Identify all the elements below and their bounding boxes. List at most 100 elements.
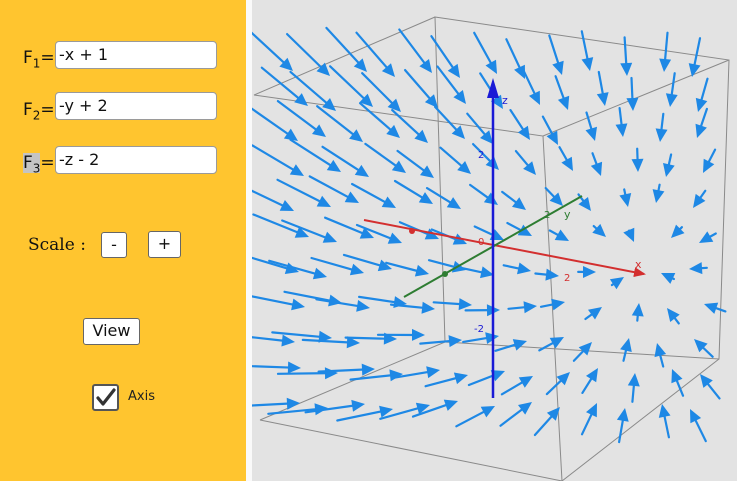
vector-arrow-head — [663, 163, 675, 177]
vector-arrow-head — [517, 224, 532, 236]
vector-arrow-shaft — [358, 102, 396, 134]
vector-arrow-shaft — [325, 26, 363, 68]
vector-arrow-head — [654, 343, 667, 358]
f1-input[interactable]: -x + 1 — [55, 41, 217, 69]
vector-arrow-head — [415, 402, 430, 415]
vector-arrow-shaft — [267, 407, 322, 415]
z-axis-label: z — [502, 94, 508, 107]
vector-arrow-head — [318, 330, 332, 343]
vector-arrow-head — [451, 125, 465, 139]
axis-label: Axis — [128, 389, 155, 404]
vector-arrow-head — [312, 267, 327, 280]
vector-arrow-head — [379, 405, 393, 418]
vector-arrow-shaft — [466, 112, 489, 139]
vector-arrow-head — [490, 370, 505, 382]
vector-arrow-shaft — [349, 373, 397, 381]
vector-arrow-head — [283, 128, 298, 141]
vector-arrow-shaft — [252, 295, 299, 307]
vector-arrow-head — [490, 94, 503, 109]
vector-arrow-shaft — [355, 223, 396, 242]
vector-arrow-head — [512, 339, 527, 351]
vector-arrow-head — [556, 372, 570, 386]
f3-input[interactable]: -z - 2 — [55, 146, 217, 174]
vector-arrow-head — [523, 161, 536, 175]
vector-arrow-head — [480, 406, 495, 418]
vector-arrow-head — [626, 97, 639, 111]
vector-arrow-shaft — [692, 37, 702, 71]
scale-plus-button[interactable]: + — [148, 231, 181, 258]
vector-arrow-shaft — [427, 259, 460, 269]
vector-arrow-shaft — [424, 375, 462, 388]
f2-label: F2= — [23, 100, 55, 123]
view-button[interactable]: View — [83, 318, 140, 345]
vector-arrow-head — [480, 130, 493, 144]
vector-arrow-shaft — [419, 339, 456, 345]
vector-arrow-shaft — [385, 261, 423, 274]
vector-arrow-head — [703, 158, 715, 173]
f2-input[interactable]: -y + 2 — [55, 92, 217, 120]
box-front-face — [253, 94, 563, 481]
vector-arrow-head — [592, 223, 606, 237]
vector-arrow-head — [518, 402, 532, 415]
origin-label: 0 — [478, 237, 484, 248]
vector-arrow-head — [418, 192, 433, 204]
vector-arrow-head — [552, 60, 564, 75]
vector-arrow-shaft — [663, 31, 669, 66]
vector-arrow-head — [631, 158, 644, 172]
vector-arrow-head — [387, 98, 401, 112]
vector-field-plot: x y z 0 2 2 2 -2 — [252, 16, 730, 481]
x-tick-label: 2 — [564, 273, 570, 284]
vector-arrow-shaft — [404, 68, 434, 104]
3d-graphics-view[interactable]: x y z 0 2 2 2 -2 — [252, 0, 737, 481]
vector-arrow-head — [557, 95, 570, 110]
vector-arrow-head — [326, 159, 341, 172]
vector-arrow-head — [480, 266, 494, 279]
vector-arrow-head — [631, 303, 644, 317]
vector-arrow-head — [655, 128, 668, 142]
y-axis-point — [442, 271, 448, 277]
vector-arrow-head — [294, 93, 308, 106]
vector-arrow-head — [322, 98, 336, 111]
vector-arrow-head — [554, 229, 569, 241]
vector-arrow-head — [623, 227, 635, 242]
vector-arrow-shaft — [301, 338, 354, 344]
vector-arrow-shaft — [473, 31, 495, 69]
vector-arrow-head — [688, 63, 701, 77]
vector-arrow-head — [615, 123, 628, 137]
vector-arrow-head — [586, 403, 597, 418]
vector-arrow-head — [381, 196, 396, 208]
vector-arrow-head — [291, 298, 305, 311]
vector-arrow-shaft — [252, 336, 289, 343]
vector-arrow-head — [561, 156, 573, 171]
panel-divider — [246, 0, 252, 481]
vector-arrow-shaft — [281, 219, 331, 241]
vector-arrow-head — [356, 300, 370, 312]
z-tick-label-neg: -2 — [474, 324, 484, 335]
vector-arrow-shaft — [432, 301, 466, 306]
vector-arrow-shaft — [310, 256, 358, 272]
vector-arrow-shaft — [316, 105, 358, 139]
vector-arrow-head — [351, 399, 365, 412]
vector-arrow-shaft — [522, 68, 538, 99]
vector-arrow-head — [359, 227, 374, 239]
vector-arrow-head — [294, 226, 309, 238]
vector-arrow-shaft — [276, 372, 332, 375]
vector-arrow-head — [485, 59, 497, 74]
vector-arrow-head — [421, 301, 435, 314]
vector-arrow-shaft — [271, 331, 326, 339]
vector-arrow-head — [661, 273, 676, 284]
vector-arrow-shaft — [389, 303, 429, 310]
vector-arrow-head — [349, 263, 364, 276]
vector-arrow-head — [426, 366, 440, 379]
axis-checkbox[interactable] — [92, 384, 119, 411]
vector-arrow-shaft — [355, 31, 391, 73]
vector-arrow-shaft — [252, 213, 303, 236]
vector-arrow-head — [667, 308, 680, 322]
vector-arrow-head — [279, 200, 294, 211]
vector-arrow-shaft — [252, 107, 293, 138]
vector-arrow-shaft — [548, 34, 561, 69]
scale-minus-button[interactable]: - — [101, 232, 127, 258]
vector-arrow-shaft — [436, 65, 463, 99]
vector-arrow-head — [671, 369, 683, 384]
vector-arrow-head — [523, 301, 537, 314]
